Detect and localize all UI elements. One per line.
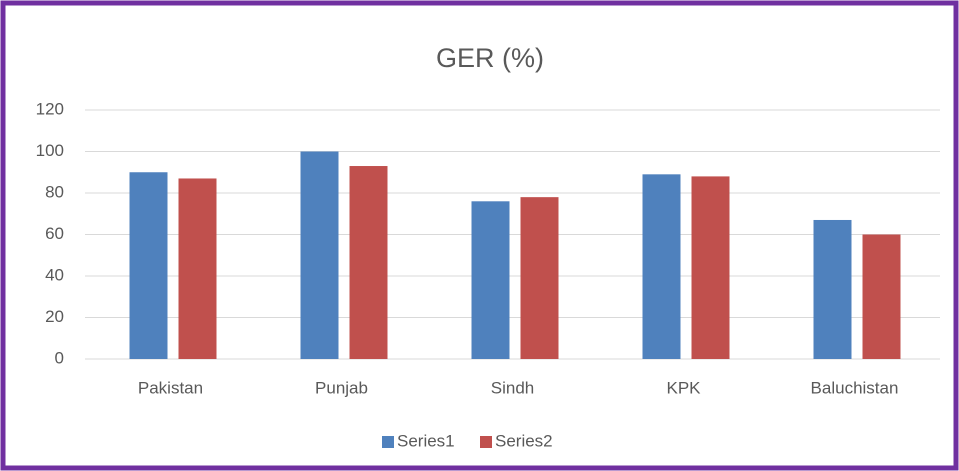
x-tick-label: KPK — [666, 378, 701, 397]
bar — [178, 178, 217, 359]
bar — [129, 172, 168, 359]
y-tick-label: 80 — [45, 182, 64, 201]
legend-swatch — [480, 436, 492, 448]
bar — [813, 219, 852, 359]
x-tick-label: Baluchistan — [811, 378, 899, 397]
x-tick-label: Sindh — [491, 378, 534, 397]
legend-label: Series1 — [397, 431, 455, 450]
x-tick-label: Punjab — [315, 378, 368, 397]
bar — [300, 151, 339, 359]
y-tick-label: 40 — [45, 265, 64, 284]
bar — [349, 166, 388, 359]
y-tick-label: 60 — [45, 224, 64, 243]
bar — [691, 176, 730, 359]
bar — [471, 201, 510, 359]
y-tick-label: 100 — [36, 141, 64, 160]
x-tick-label: Pakistan — [138, 378, 203, 397]
bar — [642, 174, 681, 359]
bar — [862, 234, 901, 359]
chart-title: GER (%) — [436, 43, 544, 73]
y-tick-label: 20 — [45, 307, 64, 326]
legend-swatch — [382, 436, 394, 448]
legend-label: Series2 — [495, 431, 553, 450]
y-tick-label: 0 — [55, 348, 64, 367]
y-tick-label: 120 — [36, 99, 64, 118]
bar — [520, 197, 559, 359]
